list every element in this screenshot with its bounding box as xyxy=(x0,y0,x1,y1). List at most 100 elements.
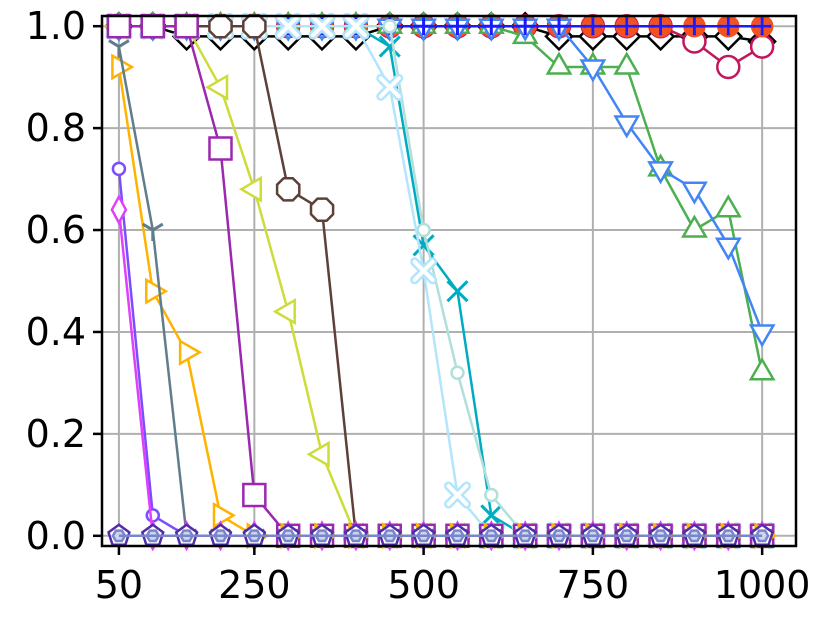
data-point xyxy=(174,13,199,39)
series-10 xyxy=(106,13,775,549)
data-point xyxy=(480,504,503,527)
series-2 xyxy=(106,13,775,80)
data-point-inner xyxy=(311,15,334,38)
data-point xyxy=(145,277,169,305)
data-point xyxy=(382,529,398,543)
data-point xyxy=(483,529,499,543)
data-point xyxy=(106,13,132,39)
series-line xyxy=(118,24,763,538)
data-point xyxy=(450,529,465,543)
data-point xyxy=(246,529,262,543)
data-point xyxy=(382,18,398,34)
data-point xyxy=(238,175,263,203)
data-point xyxy=(306,440,330,468)
series-16 xyxy=(110,194,771,552)
data-point xyxy=(450,365,465,380)
y-tick-label: 0.4 xyxy=(26,310,86,354)
series-line xyxy=(118,24,763,538)
series-7 xyxy=(107,15,774,547)
series-line xyxy=(118,24,763,538)
data-point-inner xyxy=(277,15,300,38)
data-point xyxy=(714,237,742,261)
data-point xyxy=(179,529,195,543)
data-point xyxy=(178,338,203,366)
data-point-inner xyxy=(344,15,367,38)
y-tick-label: 0.2 xyxy=(26,412,86,456)
data-point xyxy=(516,17,535,36)
data-point-inner xyxy=(378,76,401,99)
data-point xyxy=(545,51,573,75)
data-point xyxy=(446,280,469,303)
data-point xyxy=(583,17,602,36)
data-point xyxy=(213,529,228,543)
data-point xyxy=(348,529,364,543)
data-point xyxy=(204,73,229,101)
data-point xyxy=(748,324,776,348)
data-point xyxy=(585,529,601,543)
data-point xyxy=(550,17,569,36)
data-point xyxy=(647,161,674,185)
data-point xyxy=(142,222,164,242)
data-point xyxy=(140,13,166,39)
data-point xyxy=(242,482,267,508)
data-point xyxy=(749,34,775,59)
data-point xyxy=(613,51,641,75)
data-point xyxy=(579,59,607,83)
data-point xyxy=(272,298,296,325)
data-point xyxy=(748,357,776,381)
data-point xyxy=(517,529,533,543)
y-tick-label: 1.0 xyxy=(26,4,86,48)
y-tick-label: 0.8 xyxy=(26,106,86,150)
data-point xyxy=(681,214,708,238)
data-point xyxy=(212,502,237,529)
data-point xyxy=(111,529,127,543)
series-15 xyxy=(111,161,770,544)
data-point xyxy=(619,529,635,543)
series-line xyxy=(118,24,763,538)
data-point xyxy=(110,194,128,226)
y-tick-label: 0.6 xyxy=(26,208,86,252)
data-point xyxy=(242,13,267,39)
data-point xyxy=(378,35,401,58)
data-point-inner xyxy=(412,259,435,282)
data-point xyxy=(448,17,467,36)
data-point xyxy=(414,17,433,36)
data-point xyxy=(280,529,296,543)
data-point xyxy=(651,17,670,36)
data-point xyxy=(551,529,567,543)
data-point xyxy=(416,222,431,238)
data-point xyxy=(753,17,772,36)
series-8 xyxy=(111,18,770,544)
data-point xyxy=(484,487,499,503)
data-point xyxy=(108,39,130,58)
data-point xyxy=(145,508,161,523)
y-tick-label: 0.0 xyxy=(26,514,86,558)
data-point xyxy=(720,529,736,543)
series-line xyxy=(117,46,763,538)
series-12 xyxy=(106,13,775,549)
data-point xyxy=(617,17,636,36)
x-tick-label: 50 xyxy=(95,563,143,607)
data-point xyxy=(754,529,770,543)
data-point xyxy=(686,529,702,543)
data-point xyxy=(275,176,301,202)
data-point xyxy=(719,17,738,36)
series-14 xyxy=(108,39,773,547)
data-point xyxy=(714,194,742,218)
data-point xyxy=(685,17,704,36)
series-18 xyxy=(111,529,770,543)
series-13 xyxy=(111,53,778,550)
series-layer xyxy=(103,10,778,552)
data-point xyxy=(653,529,669,543)
data-point xyxy=(111,161,127,177)
series-line xyxy=(118,24,763,538)
data-point xyxy=(482,17,501,36)
plot-frame xyxy=(100,14,798,548)
series-line xyxy=(118,24,763,538)
series-line xyxy=(117,168,763,538)
data-point xyxy=(145,529,161,543)
data-point xyxy=(416,529,432,543)
data-point xyxy=(208,136,233,161)
